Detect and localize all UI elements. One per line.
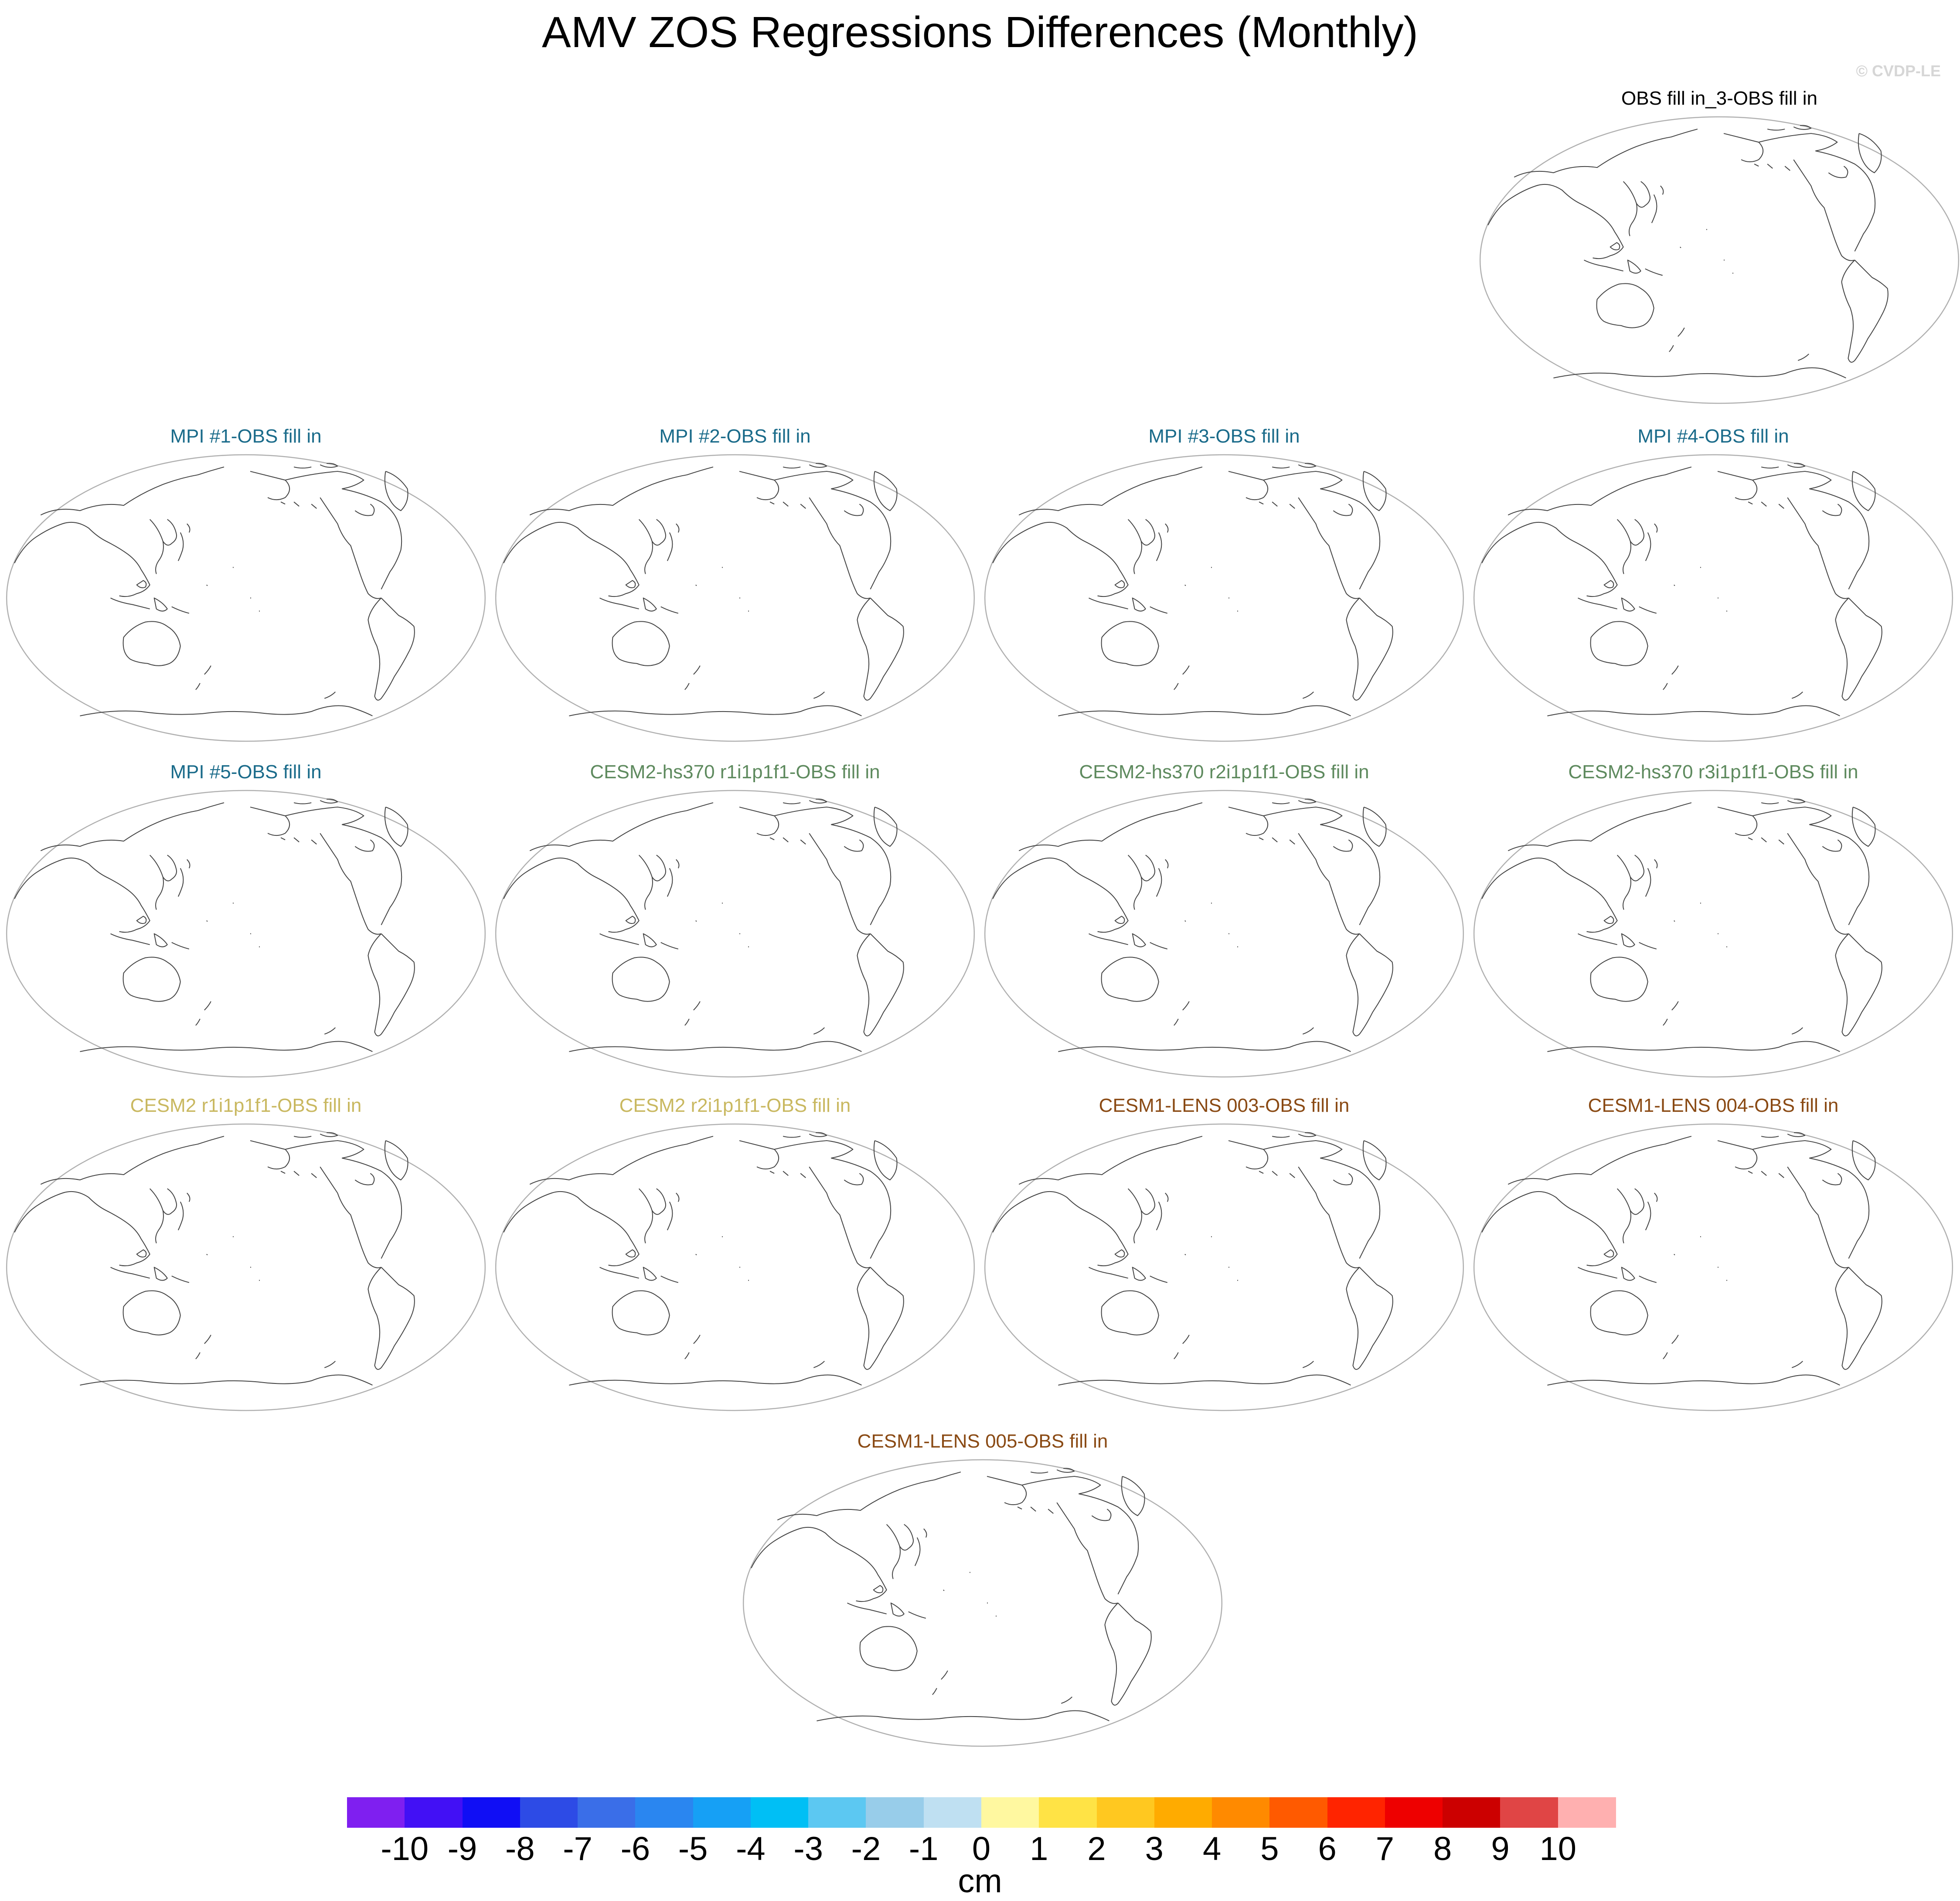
panel-title: MPI #1-OBS fill in bbox=[170, 426, 322, 447]
colorbar-tick-label: -2 bbox=[851, 1830, 881, 1867]
colorbar bbox=[347, 1797, 1616, 1828]
world-map bbox=[742, 1459, 1223, 1747]
colorbar-tick-label: 10 bbox=[1539, 1830, 1576, 1867]
map-panel: CESM2 r2i1p1f1-OBS fill in bbox=[494, 1094, 976, 1417]
colorbar-box bbox=[1443, 1797, 1501, 1828]
world-map bbox=[984, 1123, 1464, 1411]
colorbar-tick-label: 6 bbox=[1318, 1830, 1337, 1867]
map-panel: CESM1-LENS 003-OBS fill in bbox=[983, 1094, 1465, 1417]
colorbar-box bbox=[520, 1797, 578, 1828]
colorbar-box bbox=[405, 1797, 463, 1828]
world-map bbox=[984, 454, 1464, 742]
colorbar-box bbox=[981, 1797, 1039, 1828]
colorbar-tick-label: 3 bbox=[1145, 1830, 1164, 1867]
world-map bbox=[1473, 1123, 1953, 1411]
map-panel: MPI #4-OBS fill in bbox=[1473, 425, 1954, 748]
map-panel: MPI #3-OBS fill in bbox=[983, 425, 1465, 748]
colorbar-tick-label: -9 bbox=[447, 1830, 477, 1867]
colorbar-tick-label: -7 bbox=[563, 1830, 592, 1867]
colorbar-tick-label: 4 bbox=[1202, 1830, 1222, 1867]
panel-title: MPI #3-OBS fill in bbox=[1148, 426, 1300, 447]
colorbar-box bbox=[693, 1797, 751, 1828]
colorbar-box bbox=[1558, 1797, 1616, 1828]
colorbar-box bbox=[635, 1797, 694, 1828]
colorbar-tick-label: 9 bbox=[1491, 1830, 1510, 1867]
watermark: © CVDP-LE bbox=[1856, 62, 1941, 80]
colorbar-box bbox=[866, 1797, 924, 1828]
colorbar-box bbox=[750, 1797, 809, 1828]
map-panel: MPI #5-OBS fill in bbox=[5, 761, 487, 1083]
world-map bbox=[6, 790, 486, 1078]
colorbar-tick-label: 1 bbox=[1030, 1830, 1048, 1867]
world-map bbox=[495, 790, 975, 1078]
colorbar-box bbox=[1154, 1797, 1212, 1828]
world-map bbox=[495, 1123, 975, 1411]
panel-title: CESM2-hs370 r1i1p1f1-OBS fill in bbox=[590, 761, 880, 783]
panel-title: MPI #5-OBS fill in bbox=[170, 761, 322, 783]
colorbar-box bbox=[1500, 1797, 1558, 1828]
map-panel: CESM1-LENS 005-OBS fill in bbox=[742, 1430, 1223, 1753]
world-map bbox=[495, 454, 975, 742]
colorbar-tick-label: 2 bbox=[1087, 1830, 1106, 1867]
colorbar-tick-label: -5 bbox=[678, 1830, 708, 1867]
world-map bbox=[1479, 116, 1960, 404]
colorbar-box bbox=[1269, 1797, 1328, 1828]
colorbar-box bbox=[578, 1797, 636, 1828]
colorbar-box bbox=[923, 1797, 982, 1828]
map-panel: CESM2-hs370 r1i1p1f1-OBS fill in bbox=[494, 761, 976, 1083]
map-panel: CESM2-hs370 r2i1p1f1-OBS fill in bbox=[983, 761, 1465, 1083]
colorbar-tick-label: -4 bbox=[736, 1830, 766, 1867]
map-panel: CESM1-LENS 004-OBS fill in bbox=[1473, 1094, 1954, 1417]
world-map bbox=[1473, 454, 1953, 742]
panel-title: CESM2 r1i1p1f1-OBS fill in bbox=[130, 1095, 362, 1116]
colorbar-tick-label: 7 bbox=[1375, 1830, 1395, 1867]
colorbar-tick-label: 0 bbox=[972, 1830, 991, 1867]
map-panel: OBS fill in_3-OBS fill in bbox=[1479, 87, 1960, 410]
map-panel: CESM2-hs370 r3i1p1f1-OBS fill in bbox=[1473, 761, 1954, 1083]
panel-title: CESM2-hs370 r2i1p1f1-OBS fill in bbox=[1079, 761, 1369, 783]
panel-title: CESM2-hs370 r3i1p1f1-OBS fill in bbox=[1568, 761, 1858, 783]
colorbar-tick-label: 5 bbox=[1260, 1830, 1279, 1867]
colorbar-box bbox=[1039, 1797, 1097, 1828]
panel-title: CESM1-LENS 004-OBS fill in bbox=[1588, 1095, 1839, 1116]
world-map bbox=[6, 454, 486, 742]
colorbar-box bbox=[347, 1797, 405, 1828]
colorbar-tick-label: -8 bbox=[505, 1830, 535, 1867]
panel-title: MPI #4-OBS fill in bbox=[1637, 426, 1789, 447]
figure-title: AMV ZOS Regressions Differences (Monthly… bbox=[542, 8, 1418, 57]
colorbar-tick-labels: -10 -9 -8 -7 -6 -5 -4 -3 -2 -1 0 1 2 3 4 5 6 7 8 9 10 bbox=[0, 1829, 1960, 1873]
colorbar-box bbox=[1096, 1797, 1155, 1828]
map-panel: CESM2 r1i1p1f1-OBS fill in bbox=[5, 1094, 487, 1417]
colorbar-box bbox=[1212, 1797, 1270, 1828]
panel-title: CESM1-LENS 003-OBS fill in bbox=[1099, 1095, 1350, 1116]
world-map bbox=[6, 1123, 486, 1411]
colorbar-box bbox=[1385, 1797, 1443, 1828]
colorbar-tick-label: -1 bbox=[909, 1830, 939, 1867]
panel-title: MPI #2-OBS fill in bbox=[659, 426, 811, 447]
world-map bbox=[1473, 790, 1953, 1078]
colorbar-units: cm bbox=[958, 1863, 1002, 1900]
colorbar-box bbox=[808, 1797, 867, 1828]
colorbar-tick-label: -3 bbox=[793, 1830, 823, 1867]
map-panel: MPI #1-OBS fill in bbox=[5, 425, 487, 748]
panel-title: OBS fill in_3-OBS fill in bbox=[1621, 88, 1817, 109]
panel-title: CESM2 r2i1p1f1-OBS fill in bbox=[619, 1095, 851, 1116]
colorbar-box bbox=[462, 1797, 521, 1828]
panel-title: CESM1-LENS 005-OBS fill in bbox=[857, 1431, 1108, 1452]
world-map bbox=[984, 790, 1464, 1078]
colorbar-box bbox=[1327, 1797, 1385, 1828]
colorbar-tick-label: 8 bbox=[1433, 1830, 1452, 1867]
colorbar-tick-label: -10 bbox=[381, 1830, 429, 1867]
map-panel: MPI #2-OBS fill in bbox=[494, 425, 976, 748]
colorbar-tick-label: -6 bbox=[620, 1830, 650, 1867]
